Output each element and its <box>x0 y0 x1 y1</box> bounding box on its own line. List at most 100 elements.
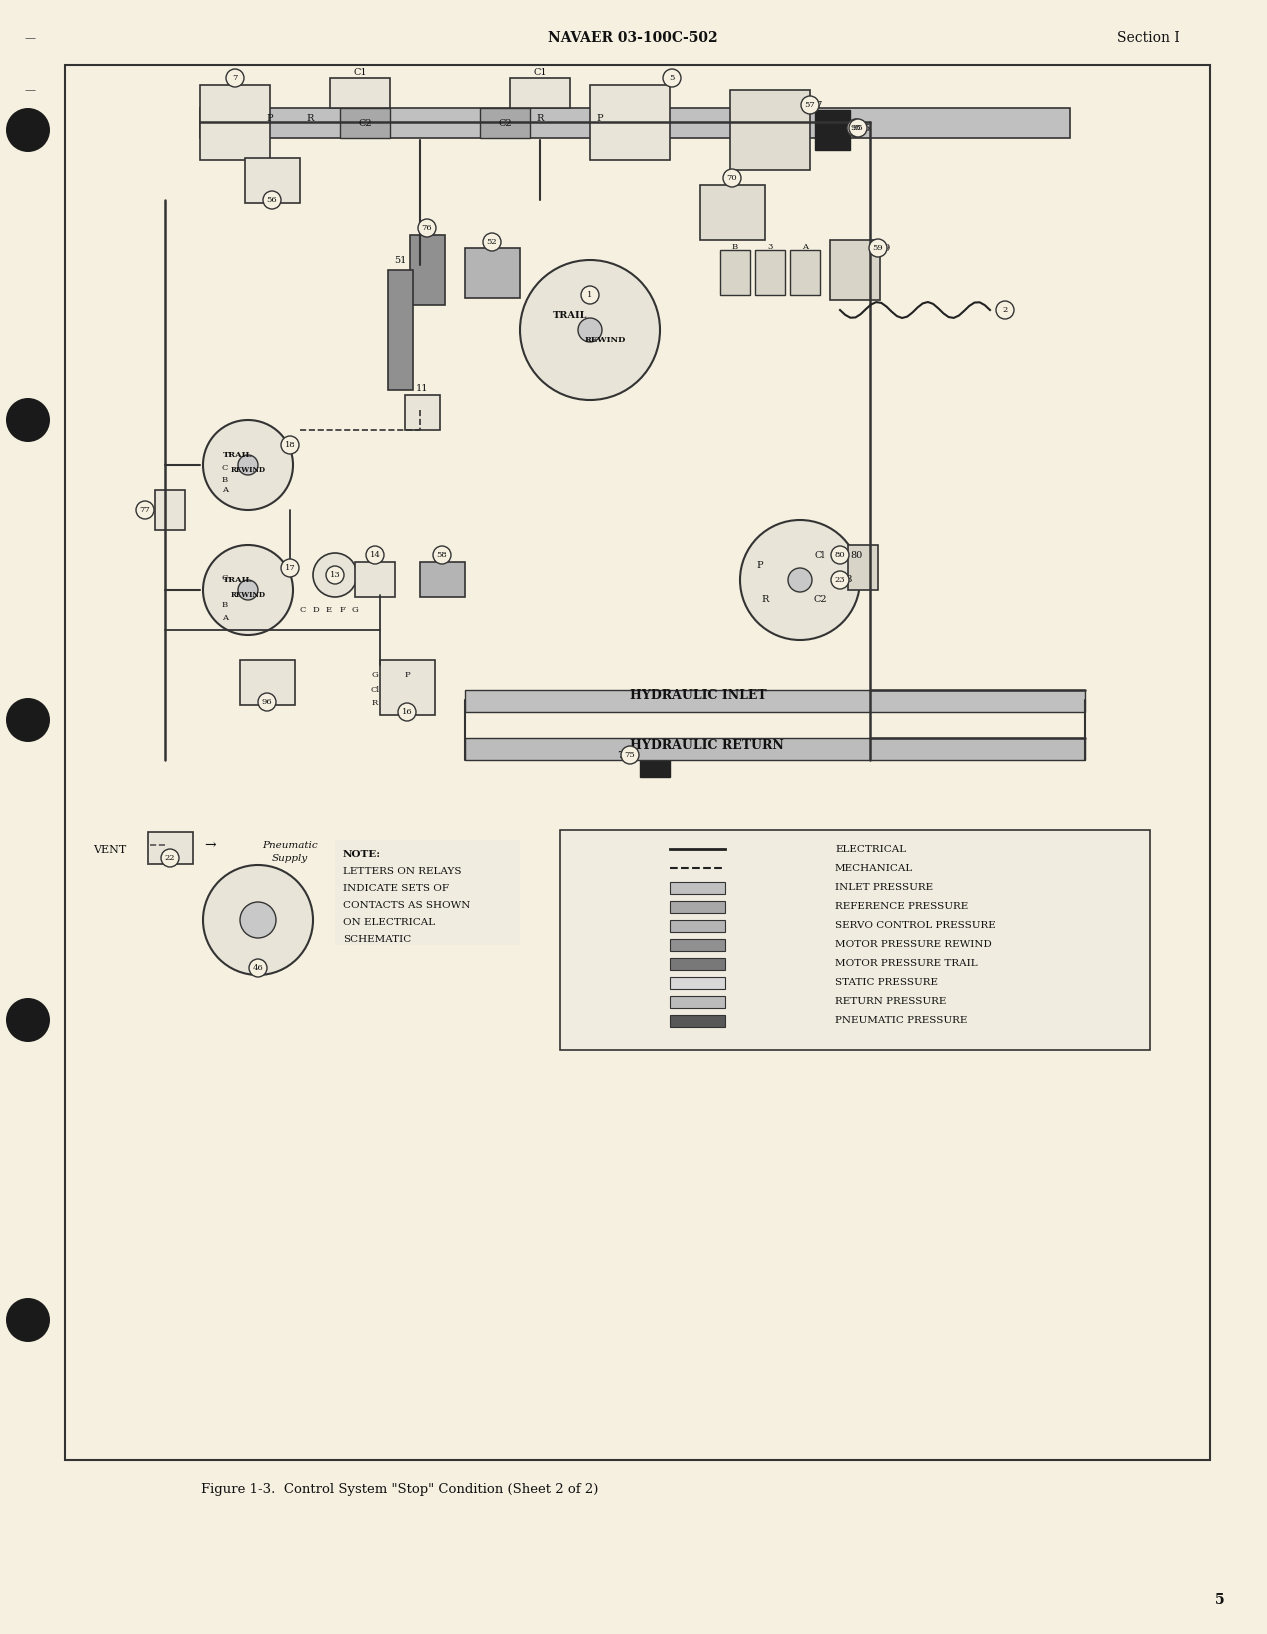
Text: C2: C2 <box>813 595 827 605</box>
Text: 14: 14 <box>369 551 381 559</box>
Text: MOTOR PRESSURE TRAIL: MOTOR PRESSURE TRAIL <box>835 959 978 967</box>
Text: 18: 18 <box>284 441 296 449</box>
Circle shape <box>578 319 602 342</box>
Text: NAVAER 03-100C-502: NAVAER 03-100C-502 <box>549 31 718 46</box>
Text: 59: 59 <box>873 243 883 252</box>
Circle shape <box>831 546 849 564</box>
Circle shape <box>519 260 660 400</box>
Text: 75: 75 <box>625 752 635 760</box>
Text: 75: 75 <box>617 750 630 760</box>
Bar <box>465 248 519 297</box>
Circle shape <box>6 998 49 1042</box>
Circle shape <box>582 286 599 304</box>
Bar <box>155 490 185 529</box>
Text: R: R <box>372 699 378 708</box>
Text: ON ELECTRICAL: ON ELECTRICAL <box>343 918 435 926</box>
Circle shape <box>621 747 639 765</box>
Text: P: P <box>404 672 409 680</box>
Text: G: G <box>352 606 359 614</box>
Circle shape <box>723 168 741 186</box>
Bar <box>340 108 390 137</box>
Text: PNEUMATIC PRESSURE: PNEUMATIC PRESSURE <box>835 1015 968 1025</box>
Bar <box>405 395 440 430</box>
Circle shape <box>326 565 345 583</box>
Text: 1: 1 <box>587 291 593 299</box>
Text: REWIND: REWIND <box>231 592 266 600</box>
Text: 96: 96 <box>262 698 272 706</box>
Text: 23: 23 <box>840 575 853 585</box>
Text: →: → <box>204 838 215 851</box>
Circle shape <box>264 191 281 209</box>
Text: 57: 57 <box>805 101 816 109</box>
Text: 95: 95 <box>858 124 870 132</box>
Text: 22: 22 <box>163 853 176 863</box>
Circle shape <box>203 420 293 510</box>
Text: 11: 11 <box>416 384 428 392</box>
Bar <box>670 977 725 989</box>
Text: 76: 76 <box>422 224 432 232</box>
Text: REWIND: REWIND <box>231 466 266 474</box>
Text: Cl: Cl <box>370 686 380 694</box>
Bar <box>511 78 570 108</box>
Bar <box>480 108 530 137</box>
Text: C: C <box>222 464 228 472</box>
Text: TRAIL: TRAIL <box>552 310 587 320</box>
Circle shape <box>281 436 299 454</box>
Text: 16: 16 <box>400 708 413 716</box>
Circle shape <box>398 703 416 721</box>
Text: 18: 18 <box>285 441 295 449</box>
Text: G: G <box>371 672 379 680</box>
Bar <box>388 270 413 391</box>
Text: 96: 96 <box>261 698 274 706</box>
Text: TRAIL: TRAIL <box>223 577 252 583</box>
Text: 23: 23 <box>835 577 845 583</box>
Text: 46: 46 <box>252 964 264 972</box>
Text: TRAIL: TRAIL <box>223 451 252 459</box>
Text: HYDRAULIC RETURN: HYDRAULIC RETURN <box>630 739 784 752</box>
Text: 70: 70 <box>727 173 737 181</box>
Text: Section I: Section I <box>1117 31 1180 46</box>
Text: MOTOR PRESSURE REWIND: MOTOR PRESSURE REWIND <box>835 940 992 948</box>
Bar <box>419 562 465 596</box>
Text: 76: 76 <box>421 224 433 232</box>
Circle shape <box>663 69 680 87</box>
Text: 58: 58 <box>436 551 449 559</box>
Bar <box>411 235 445 306</box>
Circle shape <box>161 850 179 868</box>
Text: 13: 13 <box>328 570 341 580</box>
Bar <box>670 882 725 894</box>
Circle shape <box>869 239 887 257</box>
Text: B: B <box>732 243 739 252</box>
Text: HYDRAULIC INLET: HYDRAULIC INLET <box>630 688 767 701</box>
Bar <box>699 185 765 240</box>
Text: 7: 7 <box>231 72 239 83</box>
Text: INLET PRESSURE: INLET PRESSURE <box>835 882 933 892</box>
Text: 52: 52 <box>487 239 498 247</box>
Text: Pneumatic: Pneumatic <box>262 840 318 850</box>
Text: —: — <box>24 85 35 95</box>
Circle shape <box>483 234 500 252</box>
Text: A: A <box>222 485 228 493</box>
Bar <box>670 920 725 931</box>
Text: SERVO CONTROL PRESSURE: SERVO CONTROL PRESSURE <box>835 920 996 930</box>
Text: A: A <box>222 614 228 623</box>
Text: P: P <box>266 113 274 123</box>
Bar <box>670 900 725 913</box>
Bar <box>815 109 850 150</box>
Bar <box>65 65 1210 1461</box>
Text: 56: 56 <box>266 196 277 204</box>
Text: 5: 5 <box>1215 1593 1225 1606</box>
Bar <box>791 250 820 296</box>
Circle shape <box>849 119 867 137</box>
Text: STATIC PRESSURE: STATIC PRESSURE <box>835 977 938 987</box>
Text: R: R <box>536 113 544 123</box>
Circle shape <box>996 301 1014 319</box>
Text: MECHANICAL: MECHANICAL <box>835 863 914 873</box>
Text: C1: C1 <box>353 67 367 77</box>
Circle shape <box>6 399 49 443</box>
Circle shape <box>238 454 258 475</box>
Text: NOTE:: NOTE: <box>343 850 381 859</box>
Text: 70: 70 <box>726 173 739 183</box>
Circle shape <box>226 69 245 87</box>
Text: R: R <box>307 113 314 123</box>
